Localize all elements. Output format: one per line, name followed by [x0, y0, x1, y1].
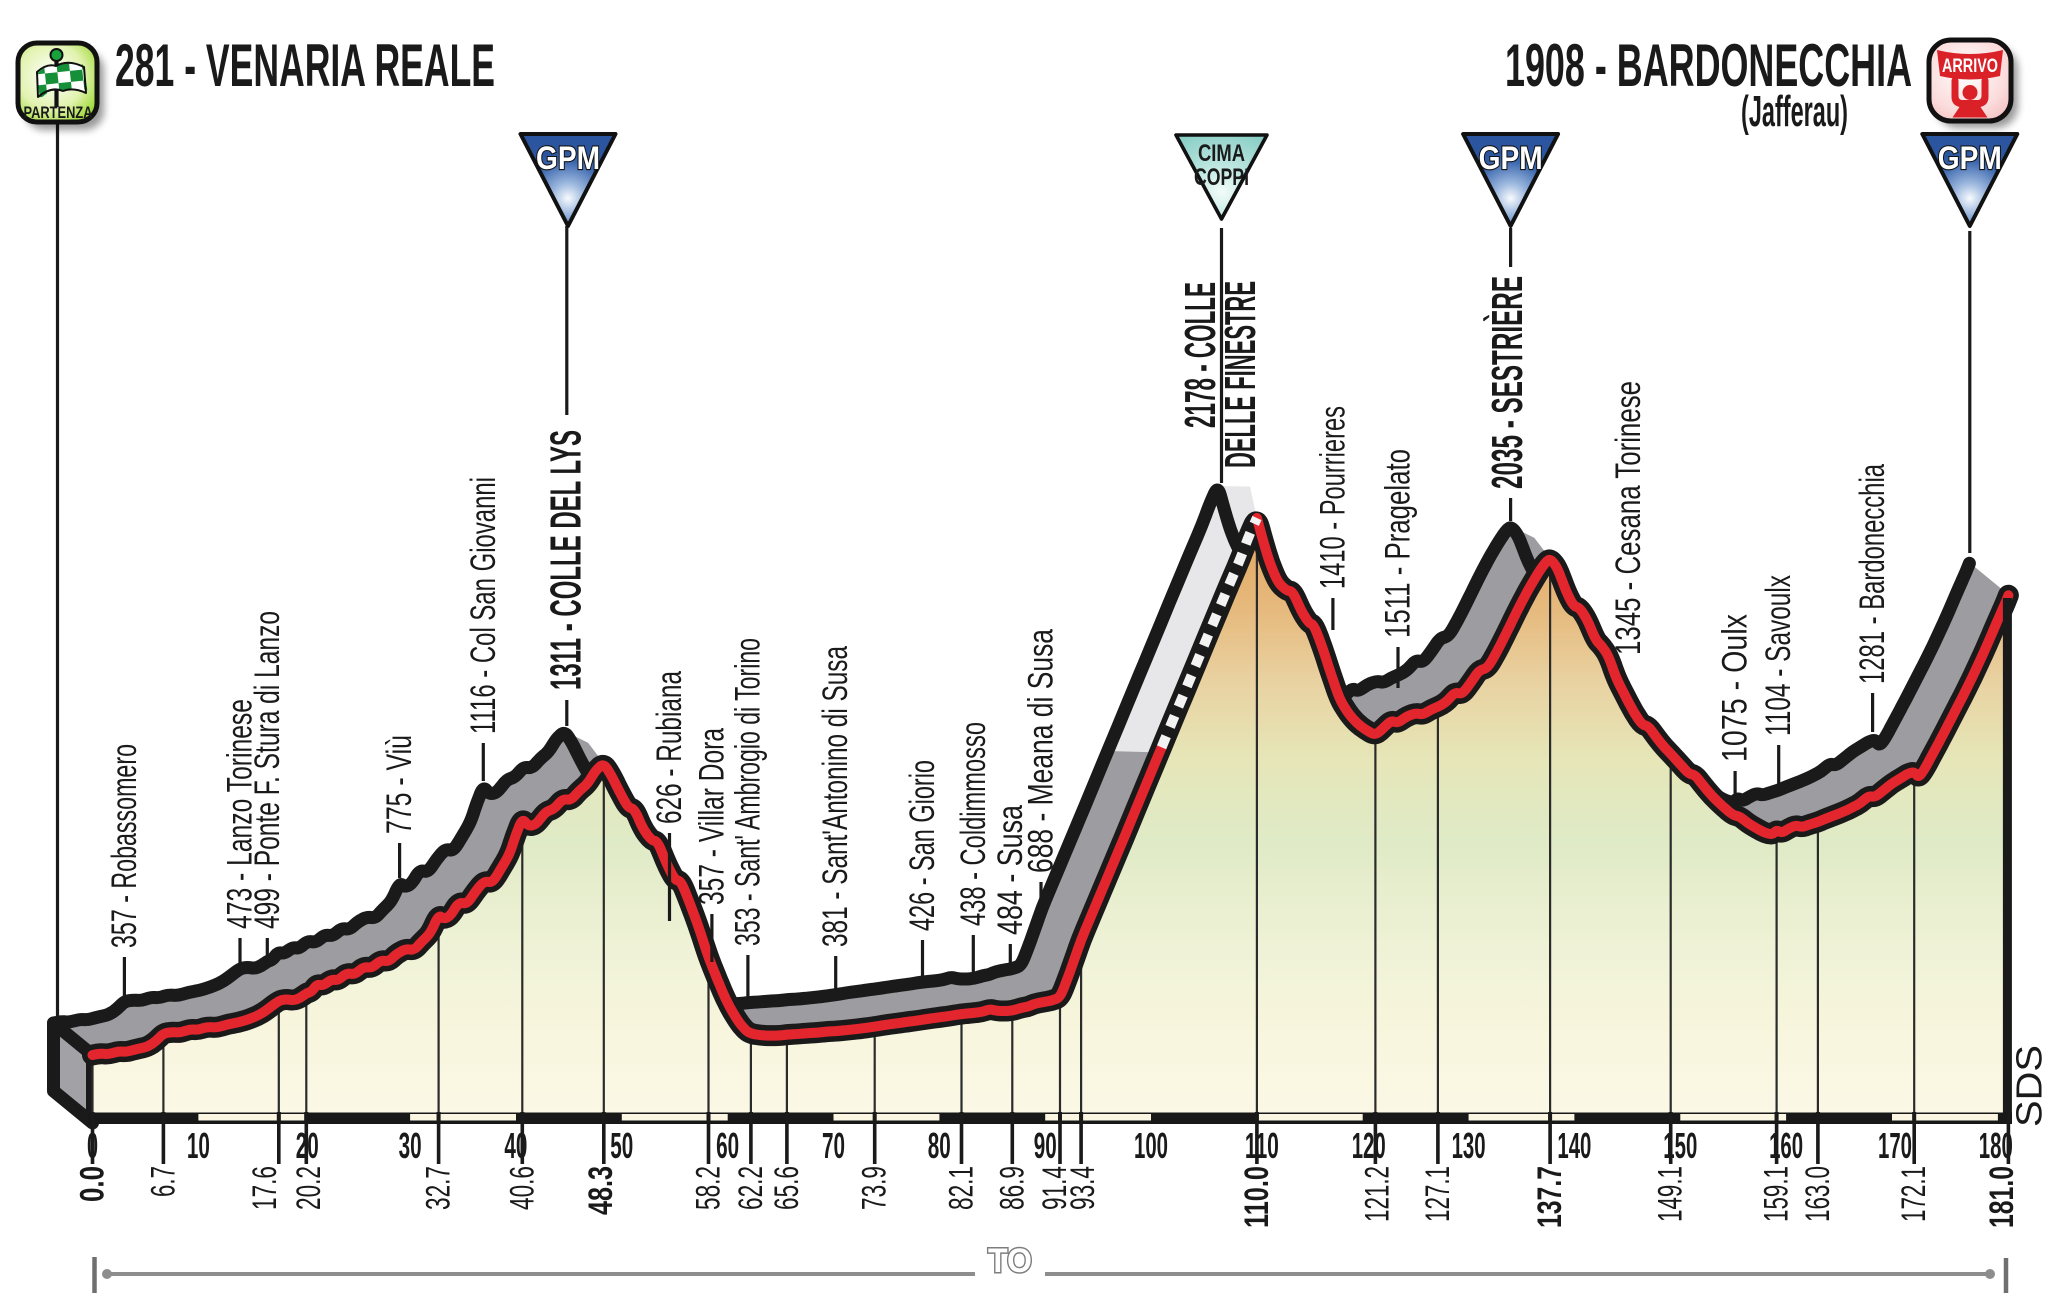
svg-text:0.0: 0.0 — [74, 1166, 112, 1202]
svg-text:DELLE FINESTRE: DELLE FINESTRE — [1216, 281, 1265, 468]
svg-text:70: 70 — [822, 1125, 845, 1166]
svg-text:10: 10 — [187, 1125, 210, 1166]
svg-text:GPM: GPM — [1479, 140, 1543, 176]
svg-text:40.6: 40.6 — [503, 1166, 541, 1210]
svg-text:20: 20 — [296, 1125, 319, 1166]
svg-text:150: 150 — [1663, 1125, 1697, 1166]
svg-text:PARTENZA: PARTENZA — [24, 103, 93, 122]
svg-text:159.1: 159.1 — [1758, 1166, 1796, 1222]
svg-text:73.9: 73.9 — [856, 1166, 894, 1210]
svg-text:82.1: 82.1 — [943, 1166, 981, 1210]
svg-text:484 - Susa: 484 - Susa — [991, 805, 1030, 935]
svg-text:1281 - Bardonecchia: 1281 - Bardonecchia — [1853, 464, 1892, 684]
svg-text:50: 50 — [610, 1125, 633, 1166]
svg-text:130: 130 — [1452, 1125, 1486, 1166]
svg-text:626 - Rubiana: 626 - Rubiana — [650, 671, 689, 824]
svg-text:48.3: 48.3 — [582, 1166, 620, 1215]
svg-text:127.1: 127.1 — [1419, 1166, 1457, 1222]
svg-text:60: 60 — [716, 1125, 739, 1166]
svg-text:137.7: 137.7 — [1531, 1166, 1569, 1228]
svg-text:499 - Ponte F. Stura di Lanzo: 499 - Ponte F. Stura di Lanzo — [248, 611, 287, 929]
svg-text:0: 0 — [87, 1125, 98, 1166]
svg-text:473 - Lanzo Torinese: 473 - Lanzo Torinese — [221, 699, 260, 929]
svg-text:40: 40 — [504, 1125, 527, 1166]
svg-text:6.7: 6.7 — [144, 1166, 182, 1197]
svg-text:COPPI: COPPI — [1194, 164, 1249, 191]
svg-text:65.6: 65.6 — [768, 1166, 806, 1210]
svg-text:281 - VENARIA REALE: 281 - VENARIA REALE — [115, 32, 495, 99]
svg-text:ARRIVO: ARRIVO — [1942, 56, 1998, 77]
svg-text:120: 120 — [1352, 1125, 1386, 1166]
svg-text:90: 90 — [1034, 1125, 1057, 1166]
svg-text:62.2: 62.2 — [732, 1166, 770, 1210]
svg-text:149.1: 149.1 — [1652, 1166, 1690, 1222]
svg-text:1104 - Savoulx: 1104 - Savoulx — [1759, 575, 1798, 736]
svg-text:91.4: 91.4 — [1036, 1166, 1074, 1210]
svg-text:426 - San Giorio: 426 - San Giorio — [903, 760, 942, 931]
svg-text:357 - Robassomero: 357 - Robassomero — [105, 744, 144, 948]
svg-text:1311 - COLLE DEL LYS: 1311 - COLLE DEL LYS — [542, 430, 591, 690]
svg-text:86.9: 86.9 — [993, 1166, 1031, 1210]
svg-text:30: 30 — [399, 1125, 422, 1166]
svg-text:93.4: 93.4 — [1064, 1166, 1102, 1210]
svg-text:2178 - COLLE: 2178 - COLLE — [1176, 282, 1225, 428]
svg-text:688 - Meana di Susa: 688 - Meana di Susa — [1022, 629, 1061, 873]
svg-text:353 - Sant' Ambrogio di Torino: 353 - Sant' Ambrogio di Torino — [728, 638, 767, 946]
svg-text:357 - Villar Dora: 357 - Villar Dora — [692, 728, 731, 905]
svg-text:2035 - SESTRIÈRE: 2035 - SESTRIÈRE — [1482, 276, 1532, 489]
svg-text:TO: TO — [988, 1242, 1032, 1280]
svg-text:CIMA: CIMA — [1198, 140, 1245, 167]
svg-text:181.0: 181.0 — [1983, 1166, 2021, 1228]
svg-text:GPM: GPM — [1938, 140, 2002, 176]
svg-text:58.2: 58.2 — [690, 1166, 728, 1210]
svg-text:160: 160 — [1769, 1125, 1803, 1166]
svg-text:GPM: GPM — [536, 140, 600, 176]
svg-text:100: 100 — [1134, 1125, 1168, 1166]
svg-text:1345 - Cesana Torinese: 1345 - Cesana Torinese — [1609, 381, 1648, 655]
svg-text:1511 - Pragelato: 1511 - Pragelato — [1379, 449, 1418, 638]
svg-text:1410 - Pourrieres: 1410 - Pourrieres — [1313, 406, 1352, 589]
svg-text:(Jafferau): (Jafferau) — [1741, 87, 1848, 136]
svg-text:140: 140 — [1557, 1125, 1591, 1166]
svg-text:381 - Sant'Antonino di Susa: 381 - Sant'Antonino di Susa — [816, 646, 855, 947]
svg-text:80: 80 — [928, 1125, 951, 1166]
svg-text:438 - Coldimmosso: 438 - Coldimmosso — [954, 722, 993, 926]
svg-text:20.2: 20.2 — [290, 1166, 328, 1210]
svg-text:1075 - Oulx: 1075 - Oulx — [1716, 614, 1755, 762]
svg-text:1116 - Col San Giovanni: 1116 - Col San Giovanni — [464, 477, 503, 734]
svg-text:110.0: 110.0 — [1238, 1166, 1276, 1228]
svg-text:180: 180 — [1979, 1125, 2013, 1166]
svg-text:32.7: 32.7 — [420, 1166, 458, 1210]
svg-text:163.0: 163.0 — [1799, 1166, 1837, 1222]
svg-text:170: 170 — [1878, 1125, 1912, 1166]
svg-text:110: 110 — [1245, 1125, 1279, 1166]
svg-text:121.2: 121.2 — [1359, 1166, 1397, 1222]
svg-text:172.1: 172.1 — [1895, 1166, 1933, 1222]
svg-text:17.6: 17.6 — [246, 1166, 284, 1210]
svg-text:SDS: SDS — [2009, 1045, 2048, 1127]
svg-text:1908 - BARDONECCHIA: 1908 - BARDONECCHIA — [1505, 32, 1912, 99]
svg-text:775 - Viù: 775 - Viù — [380, 735, 419, 834]
